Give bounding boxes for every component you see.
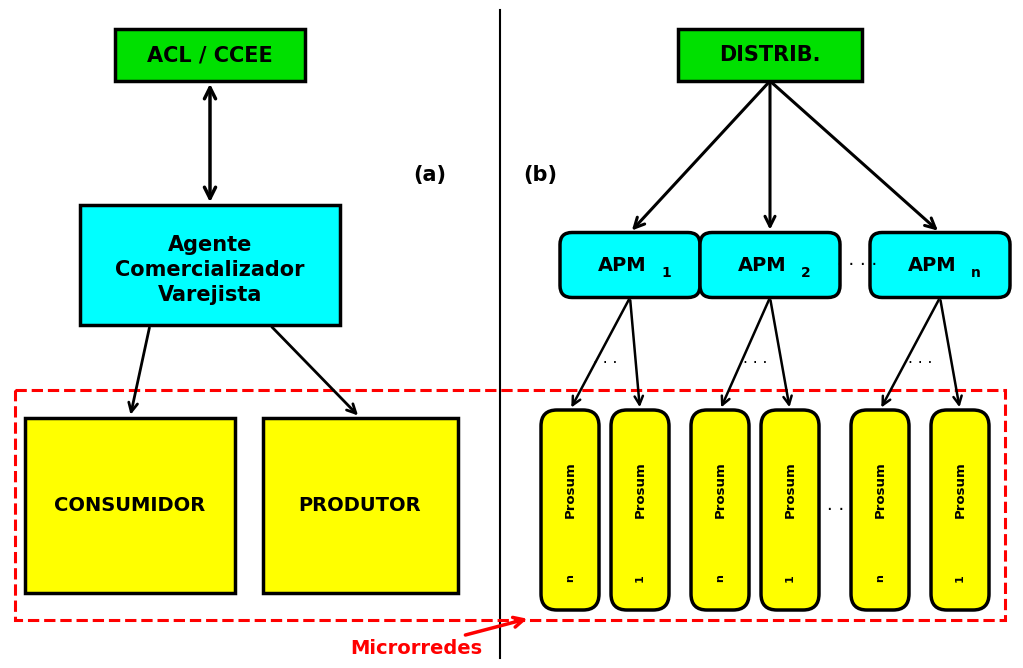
Text: 1: 1 <box>661 266 671 280</box>
FancyBboxPatch shape <box>851 410 909 610</box>
FancyBboxPatch shape <box>80 205 340 325</box>
Text: PRODUTOR: PRODUTOR <box>299 496 421 514</box>
Text: APM: APM <box>907 255 957 275</box>
Text: 1: 1 <box>955 574 965 582</box>
Text: · · · ·: · · · · <box>837 256 877 274</box>
Text: (b): (b) <box>523 165 557 185</box>
Text: Agente: Agente <box>168 235 253 255</box>
Text: Prosum: Prosum <box>953 462 967 518</box>
Text: Microrredes: Microrredes <box>350 617 524 657</box>
Text: APM: APM <box>597 255 647 275</box>
FancyBboxPatch shape <box>263 418 457 593</box>
Text: n: n <box>875 574 885 582</box>
Text: 2: 2 <box>801 266 811 280</box>
Text: 1: 1 <box>785 574 795 582</box>
Text: n: n <box>565 574 575 582</box>
Text: · ·: · · <box>828 501 845 519</box>
Text: n: n <box>971 266 981 280</box>
FancyBboxPatch shape <box>870 232 1010 297</box>
Text: 1: 1 <box>635 574 644 582</box>
FancyBboxPatch shape <box>677 29 862 81</box>
FancyBboxPatch shape <box>700 232 840 297</box>
Text: APM: APM <box>738 255 787 275</box>
FancyBboxPatch shape <box>691 410 749 610</box>
FancyBboxPatch shape <box>541 410 599 610</box>
Text: ACL / CCEE: ACL / CCEE <box>147 45 273 65</box>
Text: Prosum: Prosum <box>874 462 887 518</box>
FancyBboxPatch shape <box>560 232 700 297</box>
Text: Prosum: Prosum <box>784 462 797 518</box>
Text: · · ·: · · · <box>743 356 767 371</box>
FancyBboxPatch shape <box>931 410 989 610</box>
Text: Prosum: Prosum <box>564 462 577 518</box>
FancyBboxPatch shape <box>115 29 305 81</box>
FancyBboxPatch shape <box>761 410 819 610</box>
Text: DISTRIB.: DISTRIB. <box>719 45 820 65</box>
Text: · · ·: · · · <box>907 356 932 371</box>
Text: Varejista: Varejista <box>158 285 262 305</box>
Text: (a): (a) <box>413 165 446 185</box>
Text: Prosum: Prosum <box>713 462 726 518</box>
FancyBboxPatch shape <box>25 418 235 593</box>
Text: Prosum: Prosum <box>633 462 647 518</box>
Text: · · ·: · · · <box>592 356 617 371</box>
Text: Comercializador: Comercializador <box>116 260 305 280</box>
Text: CONSUMIDOR: CONSUMIDOR <box>54 496 206 514</box>
Text: n: n <box>715 574 725 582</box>
FancyBboxPatch shape <box>611 410 669 610</box>
